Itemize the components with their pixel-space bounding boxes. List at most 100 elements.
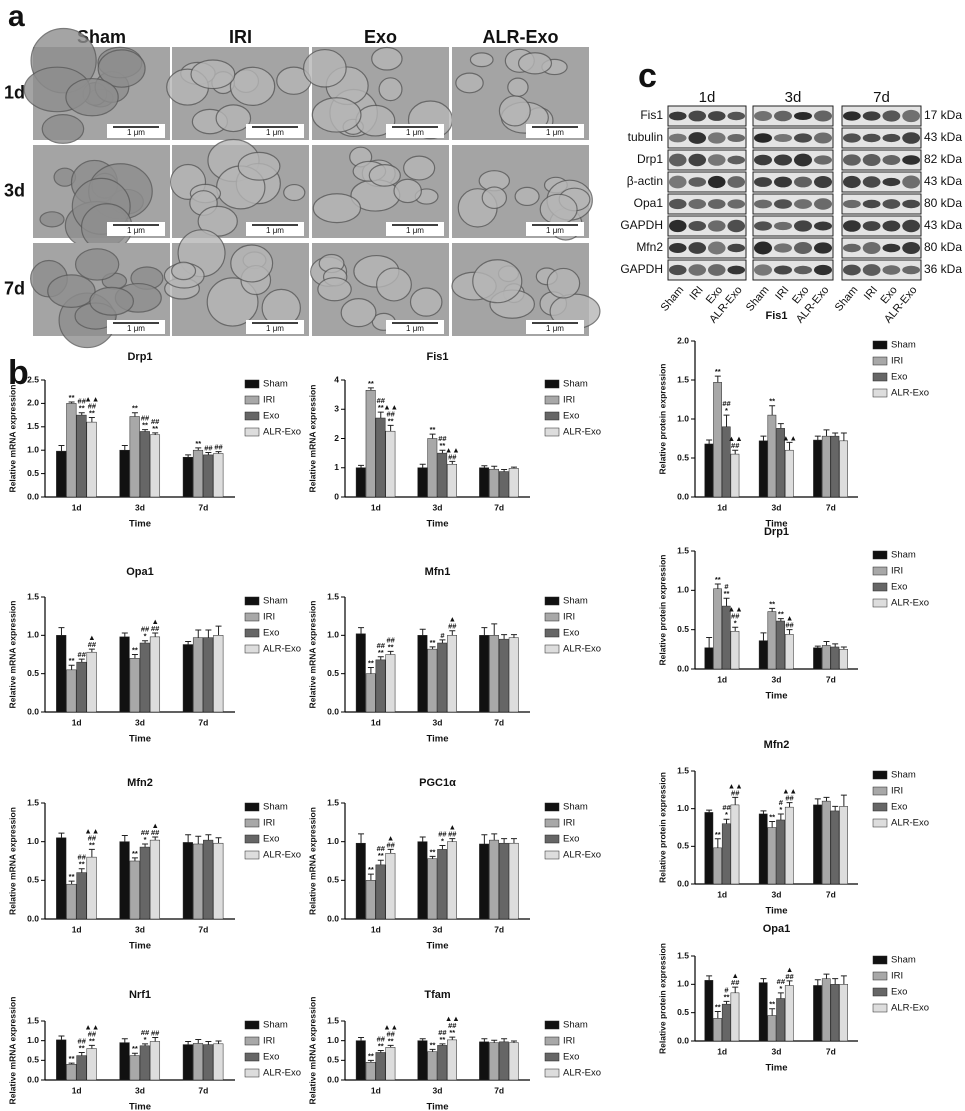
error-bar <box>68 880 75 885</box>
error-bar <box>501 1038 508 1042</box>
band <box>902 132 921 144</box>
x-tick-label: 7d <box>826 674 836 684</box>
error-bar <box>121 445 128 451</box>
significance: * <box>725 406 728 415</box>
significance: ** <box>69 1054 75 1063</box>
blot-group: 1d <box>699 89 716 106</box>
bar <box>447 1039 457 1081</box>
mitochondrion <box>403 155 436 181</box>
significance: ## <box>438 1028 447 1037</box>
bar <box>129 1055 140 1081</box>
y-tick-label: 2 <box>334 433 339 443</box>
legend-swatch <box>872 971 888 981</box>
significance: ## <box>88 833 97 842</box>
legend-swatch <box>544 411 560 421</box>
error-bar <box>88 648 95 653</box>
bar <box>149 636 161 713</box>
legend-label: ALR-Exo <box>891 388 929 399</box>
y-tick-label: 0 <box>334 491 339 501</box>
panel-label: a <box>8 0 25 33</box>
legend-swatch <box>244 802 260 812</box>
significance: ** <box>430 847 436 856</box>
y-axis-label: Relative mRNA expression <box>7 997 17 1105</box>
error-bar <box>832 432 839 437</box>
error-bar <box>491 833 498 841</box>
y-tick-label: 0.5 <box>327 875 339 885</box>
error-bar <box>481 627 488 636</box>
significance: ## <box>785 972 794 981</box>
legend-label: Exo <box>263 411 279 422</box>
bar <box>203 454 214 498</box>
error-bar <box>367 1059 374 1063</box>
significance: ** <box>132 404 138 413</box>
bar <box>355 633 366 713</box>
significance: ## <box>785 621 794 630</box>
y-tick-label: 1.0 <box>27 1035 39 1045</box>
y-tick-label: 0.0 <box>327 1074 339 1084</box>
blot-strip <box>667 171 747 193</box>
y-axis-label: Relative protein expression <box>657 772 667 883</box>
blot-strip <box>841 193 922 215</box>
x-tick-label: 3d <box>135 1085 145 1095</box>
error-bar <box>714 1011 721 1019</box>
band <box>814 132 832 144</box>
bar <box>192 1043 204 1081</box>
legend-label: Exo <box>563 628 579 639</box>
error-bar <box>58 832 65 838</box>
bar <box>813 647 822 670</box>
y-axis-label: Relative mRNA expression <box>7 385 17 493</box>
x-tick-label: 3d <box>772 502 782 512</box>
significance: ** <box>89 840 95 849</box>
protein-label: Mfn2 <box>636 240 663 254</box>
band <box>727 111 746 121</box>
significance: ## <box>141 1028 150 1037</box>
scale-label: 1 μm <box>266 128 284 137</box>
blot-strip <box>667 193 747 215</box>
error-bar <box>377 656 384 660</box>
scale-label: 1 μm <box>266 324 284 333</box>
y-tick-label: 1.0 <box>327 836 339 846</box>
bar <box>821 435 831 498</box>
legend-swatch <box>872 582 888 592</box>
band <box>882 133 901 143</box>
mitochondrion <box>378 77 403 102</box>
legend-label: IRI <box>263 395 275 406</box>
x-tick-label: 3d <box>772 674 782 684</box>
error-bar <box>814 798 821 805</box>
y-tick-label: 2.5 <box>27 374 39 384</box>
bar <box>479 843 490 920</box>
legend-label: IRI <box>263 612 275 623</box>
x-axis-label: Time <box>426 519 448 530</box>
bar <box>129 860 140 920</box>
column-header: ALR-Exo <box>483 27 559 47</box>
y-tick-label: 0.5 <box>327 1055 339 1065</box>
blot-strip <box>752 259 834 281</box>
bar <box>139 1045 150 1081</box>
error-bar <box>429 855 436 859</box>
bar <box>730 992 740 1042</box>
significance: ▲▲ <box>383 1022 398 1031</box>
legend-swatch <box>244 1020 260 1030</box>
bar <box>830 646 840 670</box>
bar <box>776 620 785 670</box>
error-bar <box>706 975 713 981</box>
band <box>774 110 792 122</box>
significance: ## <box>448 452 457 461</box>
significance: ## <box>386 1029 395 1038</box>
bar <box>784 449 794 498</box>
y-tick-label: 0.5 <box>27 875 39 885</box>
protein-label: Fis1 <box>640 108 663 122</box>
error-bar <box>823 973 830 979</box>
row-label: 3d <box>4 180 25 200</box>
error-bar <box>358 627 365 634</box>
bar <box>139 642 150 713</box>
legend-label: Sham <box>563 1020 588 1031</box>
bar <box>784 985 794 1042</box>
significance: ## <box>377 641 386 650</box>
x-tick-label: 3d <box>772 1046 782 1056</box>
legend-label: ALR-Exo <box>563 1068 601 1079</box>
legend-label: Sham <box>891 340 916 351</box>
legend-label: ALR-Exo <box>563 644 601 655</box>
legend-label: ALR-Exo <box>263 850 301 861</box>
significance: ## <box>151 1029 160 1038</box>
